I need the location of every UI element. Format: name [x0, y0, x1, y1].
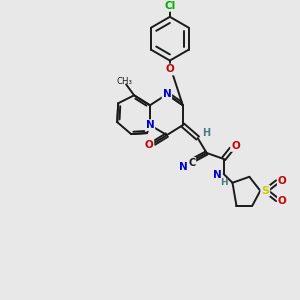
Text: N: N — [163, 89, 171, 99]
Text: O: O — [145, 140, 153, 150]
Text: N: N — [146, 120, 154, 130]
Text: O: O — [278, 176, 286, 186]
Text: C: C — [188, 158, 195, 168]
Text: O: O — [166, 64, 174, 74]
Text: H: H — [202, 128, 211, 138]
Text: N: N — [213, 170, 222, 180]
Text: O: O — [278, 196, 286, 206]
Text: N: N — [179, 162, 188, 172]
Text: O: O — [231, 141, 240, 151]
Text: H: H — [220, 178, 227, 187]
Text: CH₃: CH₃ — [116, 77, 132, 86]
Text: S: S — [261, 186, 269, 196]
Text: Cl: Cl — [164, 1, 176, 11]
